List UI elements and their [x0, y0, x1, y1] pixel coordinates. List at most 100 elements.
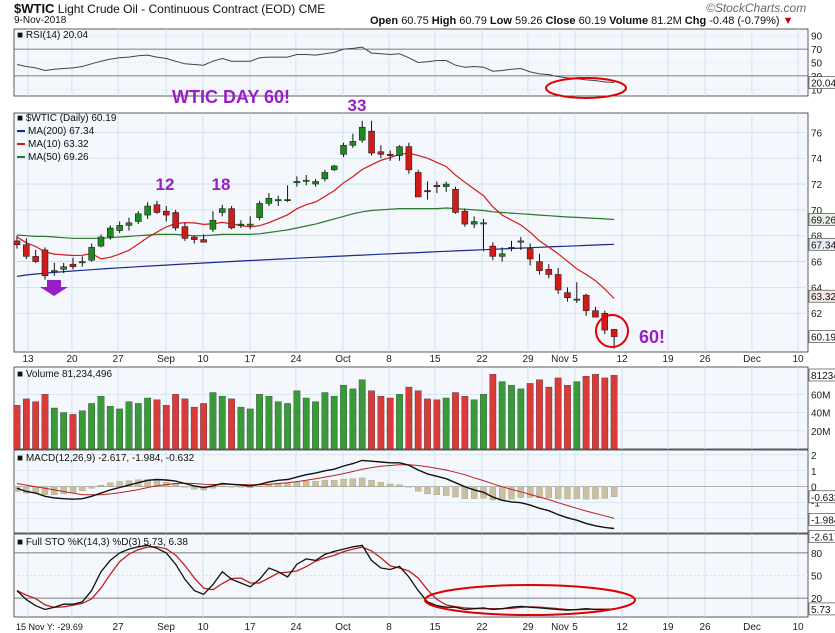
sto-tick-label: 50: [811, 572, 823, 583]
volume-bar: [13, 405, 21, 450]
macd-histogram-bar: [471, 486, 478, 499]
annotation-title: WTIC DAY 60!: [172, 87, 290, 107]
volume-bar: [396, 394, 403, 450]
macd-histogram-bar: [387, 483, 394, 487]
volume-bar: [181, 398, 189, 450]
price-tick-label: 62: [811, 309, 823, 320]
volume-bar: [508, 385, 515, 450]
volume-bar: [32, 401, 40, 450]
candle-body: [191, 236, 198, 240]
macd-histogram-bar: [79, 486, 86, 491]
candle-body: [274, 199, 282, 202]
rsi-circle: [545, 77, 627, 99]
ma10-line: [16, 152, 615, 299]
volume-bar: [358, 379, 366, 450]
macd-histogram-bar: [564, 486, 571, 500]
volume-bar: [50, 407, 58, 450]
volume-bar: [162, 405, 170, 450]
volume-bar: [349, 388, 357, 450]
candle-body: [172, 212, 179, 229]
candle-body: [498, 253, 506, 257]
sto-footer-bg: [14, 621, 92, 633]
macd-histogram-bar: [601, 486, 608, 499]
candle-body: [349, 141, 357, 146]
volume-bar: [60, 412, 68, 450]
macd-histogram-bar: [340, 478, 347, 487]
open-label: Open: [370, 15, 399, 27]
sto-tag-box: [808, 602, 835, 616]
macd-histogram-bar: [219, 485, 226, 487]
macd-histogram-bar: [69, 486, 77, 493]
macd-histogram-bar: [461, 486, 468, 499]
bottom-x-label: 19: [662, 622, 674, 633]
ma10-tag: 63.32: [811, 292, 835, 303]
cycle-low-arrow-icon: [40, 280, 68, 296]
macd-histogram-bar: [536, 486, 543, 499]
candle-body: [396, 146, 403, 156]
candle-body: [200, 239, 207, 243]
volume-bar: [554, 377, 562, 450]
candle-body: [97, 236, 105, 247]
candle-body: [414, 172, 422, 198]
volume-bar: [293, 390, 301, 450]
macd-histogram-bar: [359, 477, 366, 487]
candle-body: [433, 185, 441, 187]
volume-tag-box: [808, 368, 835, 382]
candle-body: [517, 240, 525, 243]
candle-body: [470, 221, 478, 225]
down-arrow-icon: ▼: [782, 15, 794, 27]
macd-histogram-bar: [415, 486, 422, 492]
candle-body: [564, 292, 571, 298]
sto-k-line: [16, 544, 615, 611]
chg-label: Chg: [684, 15, 707, 27]
price-tick-label: 74: [811, 154, 823, 165]
volume-bar: [209, 392, 217, 450]
vol-tick-label: 40M: [811, 409, 830, 420]
ma200-tag-box: [808, 237, 835, 251]
volume-bar: [256, 394, 263, 450]
candle-body: [358, 126, 366, 141]
volume-bar: [69, 414, 77, 450]
macd-histogram-bar: [256, 486, 263, 487]
macd-histogram-bar: [433, 486, 441, 495]
symbol: $WTIC: [14, 1, 55, 16]
rsi-tick-label: 50: [811, 59, 823, 70]
candle-body: [125, 222, 133, 226]
price-x-label: 22: [476, 354, 488, 365]
volume-bar: [536, 379, 543, 450]
candle-body: [536, 261, 543, 271]
price-legend-title: ■ $WTIC (Daily) 60.19: [17, 113, 117, 124]
legend-ma200: MA(200) 67.34: [28, 126, 95, 137]
volume-bar: [573, 381, 581, 450]
candle-body: [442, 183, 450, 187]
macd-histogram-bar: [312, 480, 319, 487]
macd-histogram-bar: [88, 486, 95, 489]
candle-body: [32, 256, 39, 262]
macd-histogram-bar: [200, 486, 207, 491]
macd-histogram-bar: [153, 480, 161, 487]
macd-histogram-bar: [452, 486, 459, 498]
macd-histogram-bar: [573, 486, 580, 499]
volume-value: 81.2M: [651, 15, 682, 27]
macd-histogram-bar: [396, 484, 403, 487]
volume-bar: [218, 396, 226, 450]
macd-histogram-bar: [209, 486, 217, 489]
candle-body: [424, 190, 431, 193]
price-x-label: 5: [572, 354, 578, 365]
volume-bar: [302, 397, 310, 450]
candle-body: [13, 240, 21, 246]
price-x-label: 19: [662, 354, 674, 365]
candle-body: [386, 154, 394, 156]
candle-body: [209, 219, 217, 230]
macd-histogram-bar: [293, 482, 301, 487]
volume-bar: [405, 386, 413, 450]
sto-tick-label: 20: [811, 594, 823, 605]
volume-bar: [312, 401, 319, 450]
candle-body: [293, 181, 301, 184]
bottom-x-label: Dec: [743, 622, 761, 633]
volume-bar: [88, 403, 95, 450]
bottom-x-label: 15: [429, 622, 441, 633]
bottom-x-label: 12: [616, 622, 628, 633]
volume-bar: [610, 375, 618, 450]
